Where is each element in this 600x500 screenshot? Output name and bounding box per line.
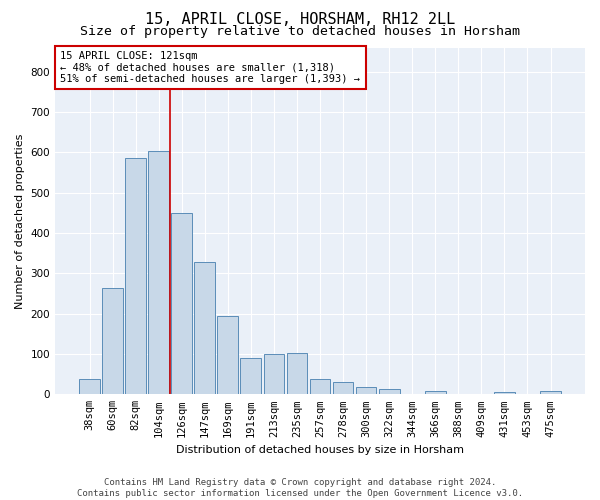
- Text: Size of property relative to detached houses in Horsham: Size of property relative to detached ho…: [80, 25, 520, 38]
- Bar: [125, 158, 146, 394]
- Bar: [379, 389, 400, 394]
- Bar: [217, 316, 238, 394]
- Bar: [79, 380, 100, 394]
- Bar: [241, 358, 261, 395]
- Text: 15 APRIL CLOSE: 121sqm
← 48% of detached houses are smaller (1,318)
51% of semi-: 15 APRIL CLOSE: 121sqm ← 48% of detached…: [61, 51, 361, 84]
- Bar: [310, 380, 331, 394]
- X-axis label: Distribution of detached houses by size in Horsham: Distribution of detached houses by size …: [176, 445, 464, 455]
- Bar: [540, 392, 561, 394]
- Bar: [494, 392, 515, 394]
- Bar: [102, 288, 123, 395]
- Bar: [356, 388, 376, 394]
- Text: 15, APRIL CLOSE, HORSHAM, RH12 2LL: 15, APRIL CLOSE, HORSHAM, RH12 2LL: [145, 12, 455, 28]
- Text: Contains HM Land Registry data © Crown copyright and database right 2024.
Contai: Contains HM Land Registry data © Crown c…: [77, 478, 523, 498]
- Bar: [263, 354, 284, 395]
- Bar: [172, 213, 192, 394]
- Bar: [332, 382, 353, 394]
- Bar: [148, 151, 169, 394]
- Bar: [194, 262, 215, 394]
- Y-axis label: Number of detached properties: Number of detached properties: [15, 133, 25, 308]
- Bar: [425, 391, 446, 394]
- Bar: [287, 353, 307, 395]
